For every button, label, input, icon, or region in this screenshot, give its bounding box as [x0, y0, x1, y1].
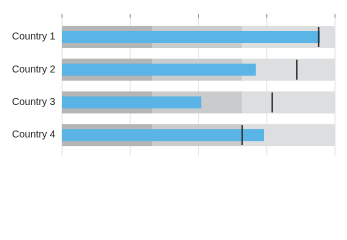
range-band — [242, 124, 335, 147]
category-label: Country 3 — [12, 97, 56, 108]
bar — [62, 31, 320, 43]
range-band — [242, 58, 335, 81]
chart: Country 1 Country 2 Country 3 Country 4 — [12, 14, 336, 156]
range-band — [242, 91, 335, 114]
category-label: Country 4 — [12, 130, 56, 141]
bar — [62, 63, 256, 76]
category-label: Country 1 — [12, 32, 56, 43]
category-label: Country 2 — [12, 64, 56, 75]
bar — [62, 96, 202, 109]
bar — [62, 129, 265, 142]
